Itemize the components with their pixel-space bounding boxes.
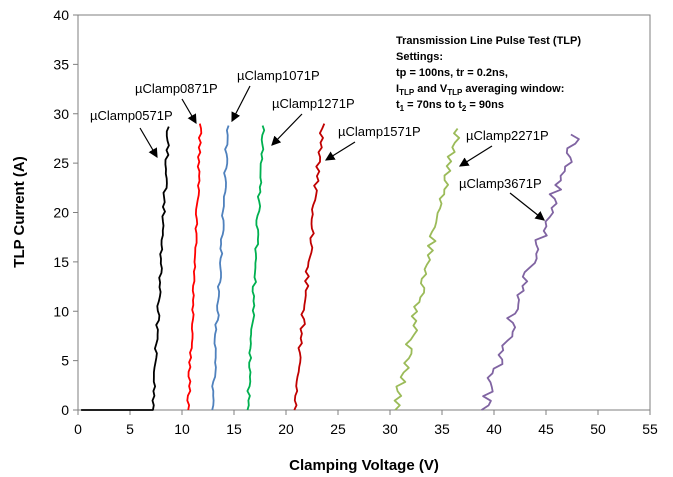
x-tick-label: 30 [382, 421, 398, 437]
note-line3-c: = 90ns [466, 99, 504, 111]
x-tick-label: 15 [226, 421, 242, 437]
series-label: µClamp1571P [338, 124, 421, 139]
note-line1: tp = 100ns, tr = 0.2ns, [396, 67, 508, 79]
x-tick-label: 20 [278, 421, 294, 437]
x-tick-label: 35 [434, 421, 450, 437]
note-line2-c: averaging window: [462, 83, 564, 95]
note-title: Transmission Line Pulse Test (TLP) [396, 35, 581, 47]
note-line3-a: t [396, 99, 400, 111]
x-tick-label: 45 [538, 421, 554, 437]
series-label-arrow [139, 127, 158, 159]
x-tick-label: 5 [126, 421, 134, 437]
note-line2-sub-a: TLP [399, 88, 415, 97]
series-line [186, 123, 203, 411]
y-tick-label: 15 [53, 254, 69, 270]
y-tick-label: 30 [53, 106, 69, 122]
x-tick-label: 55 [642, 421, 658, 437]
series-label: µClamp0871P [135, 81, 218, 96]
x-tick-label: 10 [174, 421, 190, 437]
note-line2: ITLP and VTLP averaging window: [396, 83, 564, 97]
series-label-arrow [181, 98, 197, 125]
series-label: µClamp2271P [466, 128, 549, 143]
annotation-layer: µClamp0571P µClamp0871P µClamp1071P µClamp1… [90, 68, 549, 221]
x-axis-title: Clamping Voltage (V) [289, 457, 439, 474]
series-label-arrow [458, 145, 493, 167]
series-line [246, 125, 266, 411]
series-label: µClamp1071P [237, 68, 320, 83]
note-line2-b: and V [414, 83, 448, 95]
series-layer [81, 123, 580, 411]
y-tick-label: 40 [53, 7, 69, 23]
settings-note-box [382, 22, 646, 124]
y-tick-label: 10 [53, 303, 69, 319]
series-label: µClamp0571P [90, 108, 173, 123]
note-line2-sub-b: TLP [447, 88, 463, 97]
note-line2-a: I [396, 83, 399, 95]
y-axis-ticks: 0 5 10 15 20 25 30 35 40 [53, 7, 78, 418]
note-line3-sub-b: 2 [462, 104, 467, 113]
x-axis-ticks: 0 5 10 15 20 25 30 35 40 45 50 55 [74, 410, 658, 437]
y-tick-label: 0 [61, 402, 69, 418]
series-label-arrow [231, 85, 251, 123]
series-line [81, 126, 170, 411]
x-tick-label: 25 [330, 421, 346, 437]
y-axis-title: TLP Current (A) [11, 156, 28, 267]
note-settings: Settings: [396, 51, 443, 63]
series-label-arrow [509, 192, 545, 221]
series-line [393, 128, 461, 411]
note-line3-b: = 70ns to t [404, 99, 462, 111]
y-tick-label: 5 [61, 353, 69, 369]
series-line [293, 123, 326, 411]
note-line3: t1 = 70ns to t2 = 90ns [396, 99, 504, 113]
x-tick-label: 0 [74, 421, 82, 437]
settings-note: Transmission Line Pulse Test (TLP) Setti… [382, 22, 646, 124]
series-line [211, 125, 230, 411]
y-tick-label: 25 [53, 155, 69, 171]
series-label-arrow [271, 113, 303, 146]
series-label-arrow [324, 141, 356, 161]
series-label: µClamp3671P [459, 176, 542, 191]
y-tick-label: 35 [53, 56, 69, 72]
note-line3-sub-a: 1 [400, 104, 405, 113]
series-label: µClamp1271P [272, 96, 355, 111]
x-tick-label: 50 [590, 421, 606, 437]
x-tick-label: 40 [486, 421, 502, 437]
y-tick-label: 20 [53, 205, 69, 221]
series-line [481, 133, 580, 411]
